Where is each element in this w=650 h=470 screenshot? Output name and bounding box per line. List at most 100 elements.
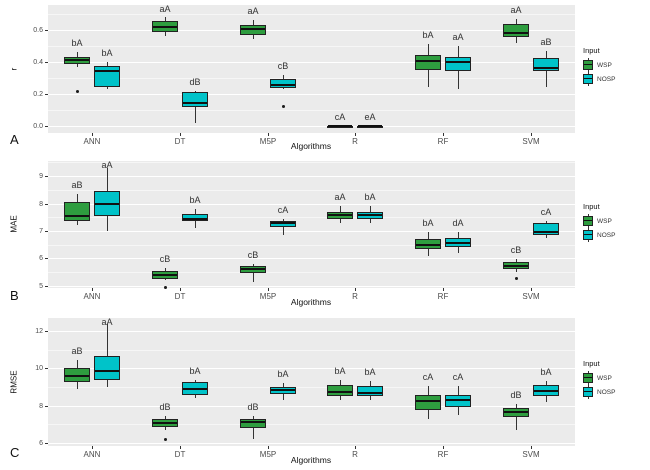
- median-line: [153, 422, 177, 424]
- major-gridline: [48, 126, 575, 127]
- legend-key-nosp: [583, 74, 593, 84]
- major-gridline: [48, 286, 575, 287]
- y-tick-mark: [45, 258, 48, 259]
- significance-label: aB: [540, 37, 552, 47]
- significance-label: bA: [334, 366, 346, 376]
- legend-title: Input: [583, 202, 600, 211]
- minor-gridline: [48, 217, 575, 218]
- median-line: [416, 60, 440, 62]
- minor-gridline: [48, 387, 575, 388]
- significance-label: aA: [247, 6, 259, 16]
- minor-gridline: [48, 46, 575, 47]
- y-tick-label: 8: [39, 201, 43, 208]
- median-line: [446, 61, 470, 63]
- boxplot-nosp-M5P: [270, 221, 296, 227]
- x-tick-label: R: [352, 137, 358, 146]
- median-line: [534, 67, 558, 69]
- boxplot-wsp-M5P: [240, 419, 266, 428]
- major-gridline: [48, 176, 575, 177]
- y-axis-title-C: RMSE: [9, 370, 19, 394]
- y-tick-label: 8: [39, 403, 43, 410]
- x-tick-mark: [180, 133, 181, 136]
- boxplot-wsp-RF: [415, 55, 441, 70]
- median-line: [271, 84, 295, 86]
- significance-label: dA: [452, 218, 464, 228]
- legend-item-label: WSP: [597, 218, 612, 225]
- panel-B-plot-area: [48, 161, 575, 288]
- minor-gridline: [48, 350, 575, 351]
- median-line: [358, 214, 382, 216]
- significance-label: dB: [510, 390, 522, 400]
- boxplot-nosp-DT: [182, 214, 208, 221]
- major-gridline: [48, 231, 575, 232]
- outlier-point: [515, 277, 518, 280]
- y-axis-title-A: r: [9, 67, 19, 71]
- outlier-point: [164, 438, 167, 441]
- y-tick-label: 9: [39, 173, 43, 180]
- significance-label: bA: [422, 218, 434, 228]
- legend-item-label: NOSP: [597, 232, 616, 239]
- legend-key-wsp: [583, 60, 593, 70]
- boxplot-nosp-SVM: [533, 58, 559, 71]
- median-line: [358, 392, 382, 394]
- y-axis-title-B: MAE: [9, 215, 19, 233]
- legend-key-median: [584, 220, 592, 221]
- legend-key-nosp: [583, 387, 593, 397]
- significance-label: cA: [422, 372, 434, 382]
- panel-A-plot-area: [48, 5, 575, 133]
- boxplot-wsp-M5P: [240, 25, 266, 35]
- whisker-line: [107, 324, 108, 387]
- median-line: [65, 375, 89, 377]
- y-tick-mark: [45, 331, 48, 332]
- legend-key-median: [584, 64, 592, 65]
- y-tick-label: 5: [39, 283, 43, 290]
- significance-label: bA: [364, 192, 376, 202]
- x-tick-mark: [531, 133, 532, 136]
- x-tick-label: RF: [437, 292, 449, 301]
- significance-label: aB: [71, 180, 83, 190]
- legend-key-median: [584, 391, 592, 392]
- x-axis-title-C: Algorithms: [290, 455, 332, 465]
- x-tick-mark: [268, 446, 269, 449]
- significance-label: aA: [452, 32, 464, 42]
- y-tick-mark: [45, 204, 48, 205]
- x-tick-label: DT: [174, 450, 186, 459]
- y-tick-label: 0.0: [33, 123, 43, 130]
- x-tick-label: M5P: [259, 137, 277, 146]
- median-line: [241, 28, 265, 30]
- x-tick-mark: [268, 133, 269, 136]
- significance-label: aA: [101, 160, 113, 170]
- y-tick-mark: [45, 443, 48, 444]
- y-tick-mark: [45, 231, 48, 232]
- x-tick-mark: [443, 446, 444, 449]
- x-tick-mark: [355, 446, 356, 449]
- legend-key-nosp: [583, 230, 593, 240]
- median-line: [241, 268, 265, 270]
- significance-label: cA: [452, 372, 464, 382]
- significance-label: cA: [277, 205, 289, 215]
- y-tick-label: 6: [39, 440, 43, 447]
- median-line: [65, 215, 89, 217]
- significance-label: cB: [277, 61, 289, 71]
- x-tick-label: DT: [174, 292, 186, 301]
- y-tick-label: 6: [39, 255, 43, 262]
- x-tick-label: ANN: [83, 450, 101, 459]
- median-line: [504, 411, 528, 413]
- y-tick-mark: [45, 406, 48, 407]
- x-tick-label: DT: [174, 137, 186, 146]
- major-gridline: [48, 258, 575, 259]
- whisker-line: [283, 219, 284, 235]
- median-line: [534, 231, 558, 233]
- whisker-line: [195, 91, 196, 123]
- median-line: [271, 389, 295, 391]
- x-tick-label: R: [352, 450, 358, 459]
- x-axis-title-B: Algorithms: [290, 297, 332, 307]
- y-tick-mark: [45, 30, 48, 31]
- median-line: [65, 59, 89, 61]
- boxplot-wsp-ANN: [64, 202, 90, 221]
- median-line: [241, 421, 265, 423]
- panel-letter-B: B: [10, 288, 19, 303]
- legend-key-median: [584, 78, 592, 79]
- median-line: [534, 390, 558, 392]
- boxplot-nosp-ANN: [94, 356, 120, 380]
